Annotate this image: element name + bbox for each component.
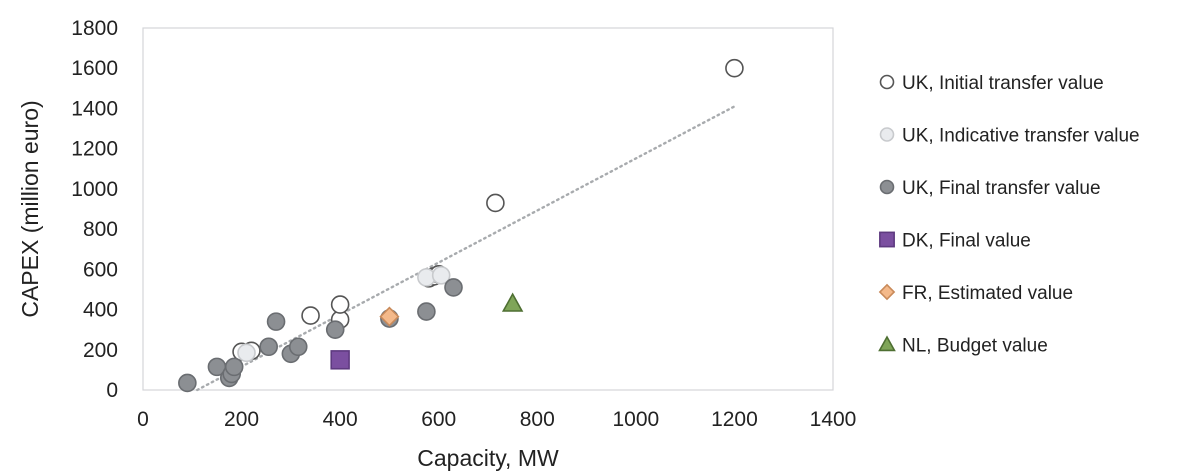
x-tick-label: 400 xyxy=(323,408,358,431)
data-point xyxy=(288,337,308,357)
axes xyxy=(142,27,834,391)
data-point xyxy=(417,302,436,321)
data-points xyxy=(178,58,744,393)
x-tick-label: 200 xyxy=(224,408,259,431)
y-tick-label: 600 xyxy=(83,258,118,281)
data-point xyxy=(325,320,345,339)
legend-label: DK, Final value xyxy=(902,231,1031,252)
legend-label: FR, Estimated value xyxy=(902,283,1073,304)
legend-label: UK, Indicative transfer value xyxy=(902,126,1140,147)
plot-frame xyxy=(142,27,834,391)
y-tick-label: 1200 xyxy=(71,138,118,161)
legend-marker xyxy=(878,335,896,352)
data-point xyxy=(501,292,524,312)
legend-item: NL, Budget value xyxy=(878,335,1048,357)
legend-item: FR, Estimated value xyxy=(878,283,1073,304)
data-point xyxy=(266,312,286,331)
legend-item: UK, Initial transfer value xyxy=(879,73,1104,94)
legend: UK, Initial transfer value UK, Indicative… xyxy=(878,73,1140,357)
legend-marker xyxy=(879,74,895,90)
y-tick-label: 1800 xyxy=(71,17,118,40)
data-point xyxy=(379,306,400,327)
data-point xyxy=(178,373,197,393)
data-point xyxy=(237,343,256,363)
legend-marker xyxy=(879,231,895,248)
legend-label: UK, Initial transfer value xyxy=(902,73,1104,94)
y-tick-label: 1400 xyxy=(71,97,118,120)
x-tick-label: 1000 xyxy=(612,408,659,431)
legend-label: NL, Budget value xyxy=(902,336,1048,357)
data-point xyxy=(259,337,278,357)
legend-marker xyxy=(878,283,896,301)
legend-item: UK, Indicative transfer value xyxy=(879,126,1140,147)
legend-item: UK, Final transfer value xyxy=(879,178,1101,199)
x-tick-label: 1400 xyxy=(810,408,857,431)
x-axis-title: Capacity, MW xyxy=(417,445,559,471)
data-point xyxy=(301,306,320,325)
axis-labels: 0 200 400 600 800 1000 1200 1400 0 200 400 600 800 10… xyxy=(17,17,856,471)
data-point xyxy=(224,357,244,377)
y-tick-label: 400 xyxy=(83,299,118,322)
legend-marker xyxy=(879,127,895,142)
data-point xyxy=(725,58,744,78)
y-tick-label: 800 xyxy=(83,218,118,241)
data-point xyxy=(486,193,505,213)
y-tick-label: 0 xyxy=(106,379,118,402)
y-tick-label: 200 xyxy=(83,339,118,362)
x-tick-label: 0 xyxy=(137,408,149,431)
trendline xyxy=(196,105,736,392)
x-tick-label: 1200 xyxy=(711,408,758,431)
data-point xyxy=(330,350,350,370)
y-tick-label: 1600 xyxy=(71,57,118,80)
legend-item: DK, Final value xyxy=(879,231,1031,252)
x-tick-label: 600 xyxy=(421,408,456,431)
x-tick-label: 800 xyxy=(520,408,555,431)
data-point xyxy=(444,278,463,297)
data-point xyxy=(330,295,350,314)
data-point xyxy=(431,266,451,285)
y-tick-label: 1000 xyxy=(71,178,118,201)
legend-marker xyxy=(879,179,895,195)
legend-label: UK, Final transfer value xyxy=(902,178,1101,199)
trendline-layer xyxy=(196,105,736,392)
y-axis-title: CAPEX (million euro) xyxy=(17,100,43,317)
